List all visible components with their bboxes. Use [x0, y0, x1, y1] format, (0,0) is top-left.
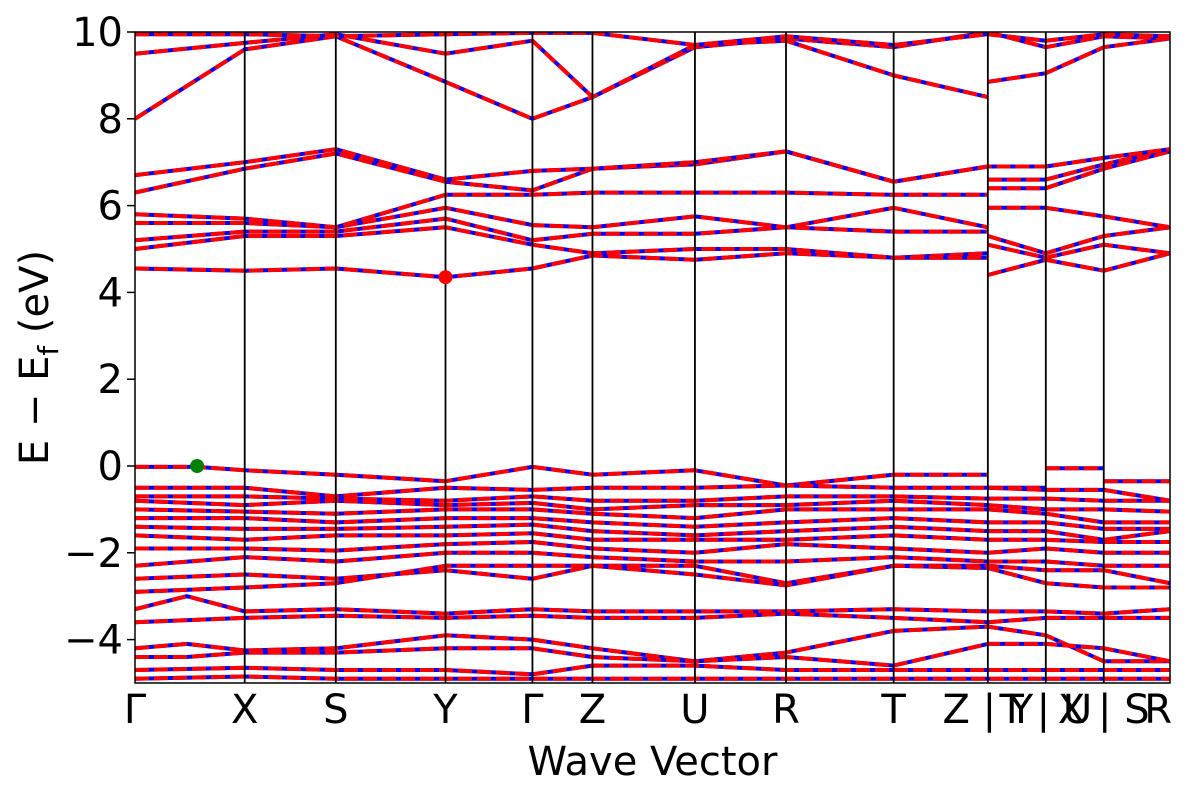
conduction-band-5-seg-1-spin-down: [987, 147, 1170, 182]
valence-band-14-seg-0-spin-down: [135, 624, 1170, 664]
x-tick-label-7: R: [772, 687, 800, 733]
valence-band-0-seg-0-spin-down: [135, 464, 988, 488]
x-tick-label-11: X | S: [1058, 687, 1150, 733]
conduction-band-1-seg-0-spin-down: [135, 225, 988, 260]
y-tick-label-3: 2: [98, 357, 123, 403]
conduction-band-4-seg-1-spin-down: [987, 149, 1170, 191]
y-tick-label-7: 10: [72, 10, 123, 56]
y-axis-label-subscript: f: [32, 345, 65, 356]
conduction-band-2-seg-0-spin-down: [135, 216, 988, 243]
y-axis-ticks: −4 −2 0 2 4 6 8 10: [64, 10, 135, 664]
y-axis-label-main: E − E: [12, 356, 58, 466]
conduction-band-2-seg-1-spin-down: [987, 225, 1170, 256]
y-axis-label: E − Ef (eV): [12, 250, 65, 465]
conduction-band-0-seg-1-spin-up: [987, 251, 1170, 277]
x-axis-label: Wave Vector: [528, 739, 779, 785]
markers-layer: [190, 270, 453, 473]
conduction-band-0-seg-1-spin-down: [987, 251, 1170, 277]
conduction-band-7-seg-0-spin-down: [135, 32, 989, 121]
y-tick-label-5: 6: [98, 184, 123, 230]
conduction-band-1-seg-1-spin-down: [987, 242, 1170, 260]
x-tick-label-0: Γ: [124, 687, 147, 733]
y-tick-label-0: −4: [64, 618, 123, 664]
x-tick-label-9: Z | Y: [942, 687, 1033, 733]
conduction-band-7-seg-0-spin-up: [135, 32, 989, 121]
conduction-band-4-seg-0-spin-up: [135, 190, 988, 230]
x-tick-label-10: T | U: [998, 687, 1092, 733]
y-axis-label-unit: (eV): [12, 250, 58, 346]
x-tick-label-12: R: [1144, 687, 1172, 733]
kpoint-lines: [243, 32, 1105, 683]
conduction-band-0-seg-0-spin-down: [135, 251, 988, 280]
y-tick-label-2: 0: [98, 444, 123, 490]
x-tick-label-8: T: [880, 687, 906, 733]
y-tick-label-6: 8: [98, 97, 123, 143]
vbm-marker: [190, 459, 205, 473]
x-tick-label-5: Z: [579, 687, 606, 733]
conduction-band-7-seg-1-spin-up: [987, 36, 1170, 84]
conduction-band-7-seg-1-spin-down: [987, 36, 1170, 84]
valence-band-13-seg-0-spin-down: [135, 611, 1170, 625]
x-tick-label-2: S: [323, 687, 348, 733]
x-tick-label-4: Γ: [521, 687, 544, 733]
conduction-band-5-seg-0-spin-down: [135, 149, 989, 195]
x-tick-label-6: U: [680, 687, 709, 733]
conduction-band-3-seg-0-spin-down: [135, 205, 989, 230]
valence-band-16-seg-0-spin-down: [135, 663, 1170, 677]
plot-frame: [134, 31, 1171, 684]
valence-band-2-seg-0-spin-down: [135, 494, 1170, 503]
valence-band-8-seg-0-spin-down: [135, 540, 1170, 555]
cbm-marker: [438, 270, 453, 285]
y-tick-label-1: −2: [64, 531, 123, 577]
conduction-band-8-seg-1-spin-down: [987, 32, 1170, 50]
x-tick-label-1: X: [231, 687, 258, 733]
bands-layer: [135, 32, 1170, 681]
conduction-band-3-seg-1-spin-down: [987, 205, 1170, 230]
valence-band-15-seg-0-spin-down: [135, 641, 1170, 668]
conduction-band-4-seg-0-spin-down: [135, 190, 988, 230]
valence-band-12-seg-0-spin-down: [135, 594, 1170, 616]
y-tick-label-4: 4: [98, 270, 123, 316]
valence-band-17-seg-0-spin-down: [135, 674, 1170, 681]
x-tick-label-3: Y: [432, 687, 458, 733]
conduction-band-8-seg-0-spin-down: [135, 32, 989, 100]
